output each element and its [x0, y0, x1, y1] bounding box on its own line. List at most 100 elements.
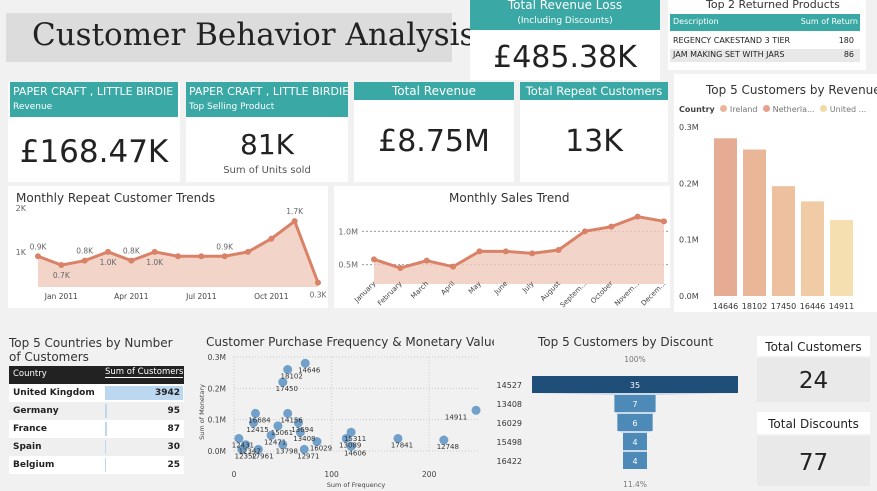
repeat-customers-card: Total Repeat Customers 13K — [520, 82, 668, 182]
revenue-loss-title: Total Revenue Loss — [507, 0, 623, 12]
funnel-top-label: 100% — [624, 355, 645, 364]
total-customers-value: 24 — [798, 368, 829, 394]
data-label: 0.7K — [53, 271, 71, 280]
total-discounts-value: 77 — [798, 450, 829, 476]
top5-revenue-card: Top 5 Customers by Revenue Country Irela… — [674, 74, 877, 312]
point-label: 13408 — [293, 435, 315, 443]
country-databar — [105, 422, 107, 436]
countries-row: Belgium 25 — [9, 456, 184, 474]
scatter-point — [278, 440, 288, 450]
product-revenue-header: PAPER CRAFT , LITTLE BIRDIE Revenue — [10, 82, 178, 117]
y-tick-label: 0.2M — [208, 384, 226, 393]
revenue-loss-sub: (Including Discounts) — [517, 16, 613, 26]
data-point — [502, 248, 509, 255]
legend-item[interactable]: Netherla... — [763, 105, 815, 114]
x-tick-label: January — [352, 280, 377, 305]
point-label: 15311 — [344, 435, 366, 443]
funnel-value-label: 35 — [630, 381, 640, 390]
country-value: 25 — [167, 460, 180, 470]
point-label: 12352 — [235, 452, 257, 460]
total-discounts-box — [757, 436, 870, 486]
country-name: Belgium — [13, 460, 55, 470]
countries-col-country[interactable]: Country — [13, 369, 47, 379]
returned-header-row: Description Sum of Return — [670, 14, 860, 31]
legend-label: United ... — [829, 105, 867, 114]
point-label: 17450 — [276, 385, 298, 393]
data-label: 1.0K — [146, 258, 164, 267]
total-customers-header: Total Customers — [757, 336, 870, 356]
scatter-point — [300, 358, 310, 368]
data-point — [397, 265, 404, 271]
legend-item[interactable]: Ireland — [720, 105, 758, 114]
top5-revenue-title: Top 5 Customers by Revenue — [706, 83, 877, 97]
data-label: 1.7K — [286, 207, 304, 216]
legend-item[interactable]: United ... — [820, 105, 866, 114]
y-axis-label: Sum of Monetary — [198, 384, 206, 440]
bar — [801, 201, 824, 296]
scatter-point — [237, 444, 247, 454]
scatter-point — [299, 444, 309, 454]
funnel-bottom-label: 11.4% — [623, 480, 647, 489]
total-customers-box — [757, 358, 870, 402]
scatter-chart: 0.0M 0.1M 0.2M 0.3M 0 100 200 Sum of Frequency S… — [198, 353, 481, 489]
funnel-value-label: 7 — [632, 400, 637, 409]
scatter-point — [346, 441, 356, 451]
data-point — [608, 223, 615, 230]
discount-funnel-card: Top 5 Customers by Discount 100% 35 14527 7… — [494, 332, 749, 491]
point-label: 14606 — [344, 449, 367, 457]
y-tick-label: 0.0M — [679, 292, 699, 301]
title-card: Customer Behavior Analysis — [6, 13, 475, 62]
scatter-card: Customer Purchase Frequency & Monetary V… — [196, 332, 499, 491]
data-point — [35, 253, 41, 260]
repeat-trend-title: Monthly Repeat Customer Trends — [16, 191, 216, 205]
funnel-bar — [623, 433, 647, 450]
country-value: 87 — [167, 424, 180, 434]
x-tick-label: Jul 2011 — [185, 292, 217, 301]
scatter-point — [283, 365, 293, 375]
area-fill — [38, 221, 318, 287]
top-countries-card: Top 5 Countries by Number of Customers C… — [6, 332, 184, 491]
data-point — [661, 218, 667, 225]
data-label: 0.9K — [216, 242, 234, 251]
sales-trend-card: Monthly Sales Trend 0.5M 1.0M January Febru… — [334, 186, 670, 308]
product-revenue-title: PAPER CRAFT , LITTLE BIRDIE — [13, 85, 174, 98]
point-label: 18102 — [281, 373, 303, 381]
funnel-connector — [532, 393, 738, 395]
returned-products-title: Top 2 Returned Products — [706, 0, 840, 11]
country-name: France — [13, 424, 47, 434]
funnel-connector — [617, 431, 653, 433]
returned-row: JAM MAKING SET WITH JARS 86 — [670, 49, 860, 62]
funnel-connector — [623, 450, 647, 452]
point-label: 12471 — [264, 438, 286, 446]
x-tick-label: 14911 — [829, 302, 854, 311]
funnel-bar — [617, 414, 653, 431]
scatter-point — [234, 433, 244, 443]
y-tick-label: 0.5M — [338, 261, 358, 270]
returned-row-val: 180 — [838, 36, 854, 45]
repeat-customers-header: Total Repeat Customers — [520, 82, 668, 100]
countries-row: Germany 95 — [9, 402, 184, 420]
top-product-caption: Sum of Units sold — [223, 165, 311, 176]
point-label: 15061 — [271, 429, 293, 437]
total-revenue-value: £8.75M — [378, 124, 490, 159]
data-label: 0.3K — [310, 291, 328, 300]
discount-funnel-chart: 100% 35 14527 7 13408 6 16029 4 15498 4 16422 11.4% — [497, 355, 738, 489]
point-label: 16029 — [310, 445, 332, 453]
bar — [772, 186, 795, 296]
top-product-value: 81K — [240, 128, 294, 161]
total-revenue-card: Total Revenue £8.75M — [354, 82, 514, 182]
y-tick-label: 0.1M — [679, 236, 699, 245]
countries-row: United Kingdom 3942 — [9, 384, 184, 402]
returned-products-card: Top 2 Returned Products Description Sum … — [668, 0, 866, 70]
top5-revenue-legend: Country Ireland Netherla... United ... — [679, 105, 866, 114]
y-tick-label: 0.2M — [679, 179, 699, 188]
y-tick-label: 0.1M — [208, 416, 226, 425]
countries-col-sum[interactable]: Sum of Customers — [105, 367, 184, 378]
total-discounts-header: Total Discounts — [757, 412, 870, 434]
y-tick-label: 1.0M — [338, 227, 358, 236]
data-point — [268, 235, 275, 242]
y-tick-label: 1K — [16, 248, 27, 257]
country-databar — [105, 440, 106, 454]
legend-dot-icon — [720, 105, 728, 112]
